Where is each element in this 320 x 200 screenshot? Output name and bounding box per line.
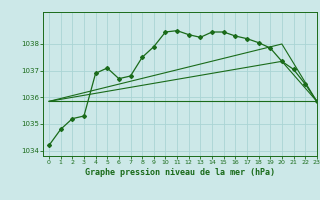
X-axis label: Graphe pression niveau de la mer (hPa): Graphe pression niveau de la mer (hPa) — [85, 168, 275, 177]
